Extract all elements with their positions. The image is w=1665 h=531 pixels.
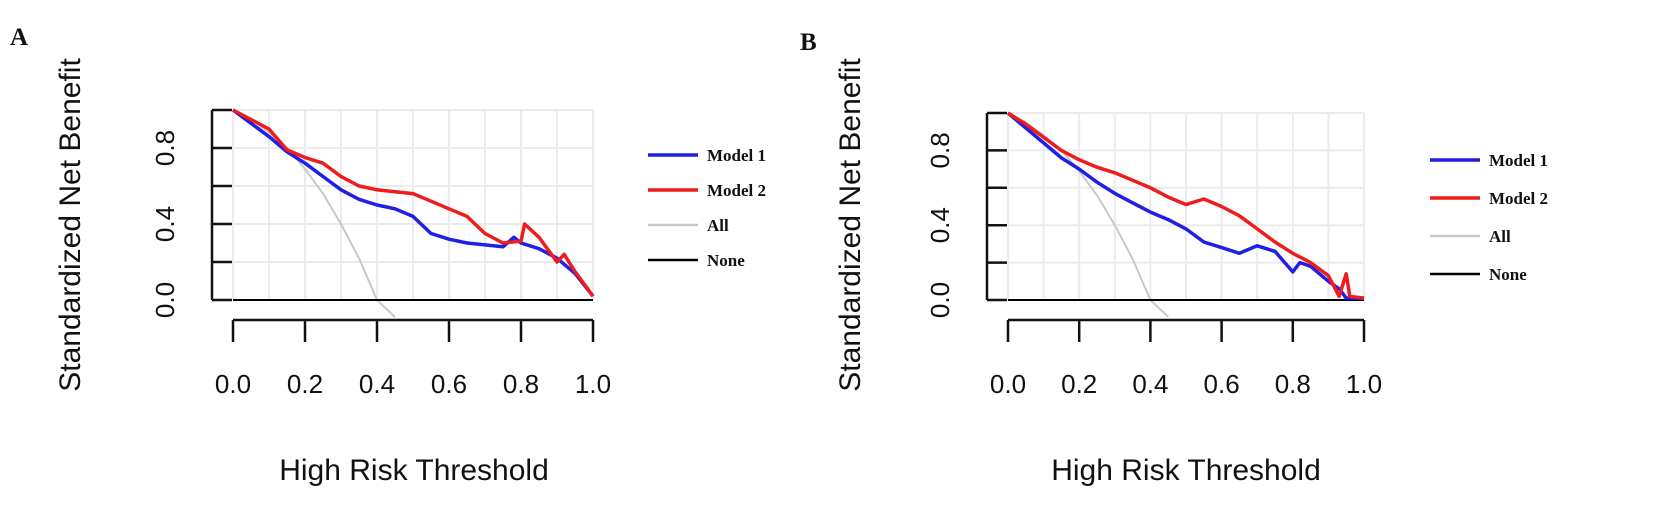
x-tick-label: 1.0 <box>1346 369 1382 399</box>
x-tick-label: 0.8 <box>1275 369 1311 399</box>
series-line-all <box>232 109 396 318</box>
x-tick-label: 0.2 <box>1061 369 1097 399</box>
panel-a: A Standardized Net Benefit High Risk Thr… <box>10 24 766 487</box>
x-tick-label: 0.4 <box>1132 369 1168 399</box>
series-line-model-1 <box>1006 111 1364 300</box>
x-tick-label: 0.6 <box>1204 369 1240 399</box>
x-tick-label: 0.2 <box>287 369 323 399</box>
legend-label: None <box>1489 265 1527 284</box>
panel-label: A <box>10 24 28 51</box>
legend-label: Model 2 <box>707 181 766 200</box>
series-line-model-2 <box>232 108 595 298</box>
y-tick-label: 0.0 <box>150 282 180 318</box>
y-tick-label: 0.0 <box>925 282 955 318</box>
x-tick-label: 0.0 <box>215 369 251 399</box>
x-axis-title: High Risk Threshold <box>1051 454 1321 487</box>
y-tick-label: 0.8 <box>150 130 180 166</box>
x-tick-label: 0.8 <box>503 369 539 399</box>
panel-b: B Standardized Net Benefit High Risk Thr… <box>800 29 1548 487</box>
x-tick-label: 0.4 <box>359 369 395 399</box>
legend-label: Model 1 <box>1489 151 1548 170</box>
series-line-all <box>1007 112 1169 318</box>
legend-label: Model 1 <box>707 146 766 165</box>
y-axis-title: Standardized Net Benefit <box>834 58 867 392</box>
x-axis-title: High Risk Threshold <box>279 454 549 487</box>
x-tick-label: 0.0 <box>990 369 1026 399</box>
x-tick-label: 1.0 <box>575 369 611 399</box>
series-line-model-2 <box>1007 111 1365 300</box>
legend-label: All <box>707 216 729 235</box>
legend-label: Model 2 <box>1489 189 1548 208</box>
series-line-model-1 <box>231 108 595 298</box>
y-axis-title: Standardized Net Benefit <box>54 58 87 392</box>
panel-label: B <box>800 29 817 56</box>
y-tick-label: 0.4 <box>925 207 955 243</box>
y-tick-label: 0.4 <box>150 206 180 242</box>
y-tick-label: 0.8 <box>925 132 955 168</box>
x-tick-label: 0.6 <box>431 369 467 399</box>
legend-label: None <box>707 251 745 270</box>
legend-label: All <box>1489 227 1511 246</box>
